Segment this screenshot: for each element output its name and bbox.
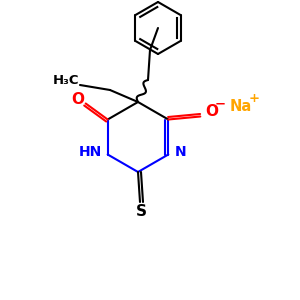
- Text: N: N: [175, 146, 186, 160]
- Text: −: −: [215, 98, 226, 111]
- Text: Na: Na: [229, 99, 251, 114]
- Text: HN: HN: [79, 146, 102, 160]
- Text: S: S: [136, 203, 146, 218]
- Text: H₃C: H₃C: [53, 74, 79, 88]
- Text: +: +: [249, 92, 260, 105]
- Text: O: O: [205, 104, 218, 119]
- Text: O: O: [71, 92, 84, 107]
